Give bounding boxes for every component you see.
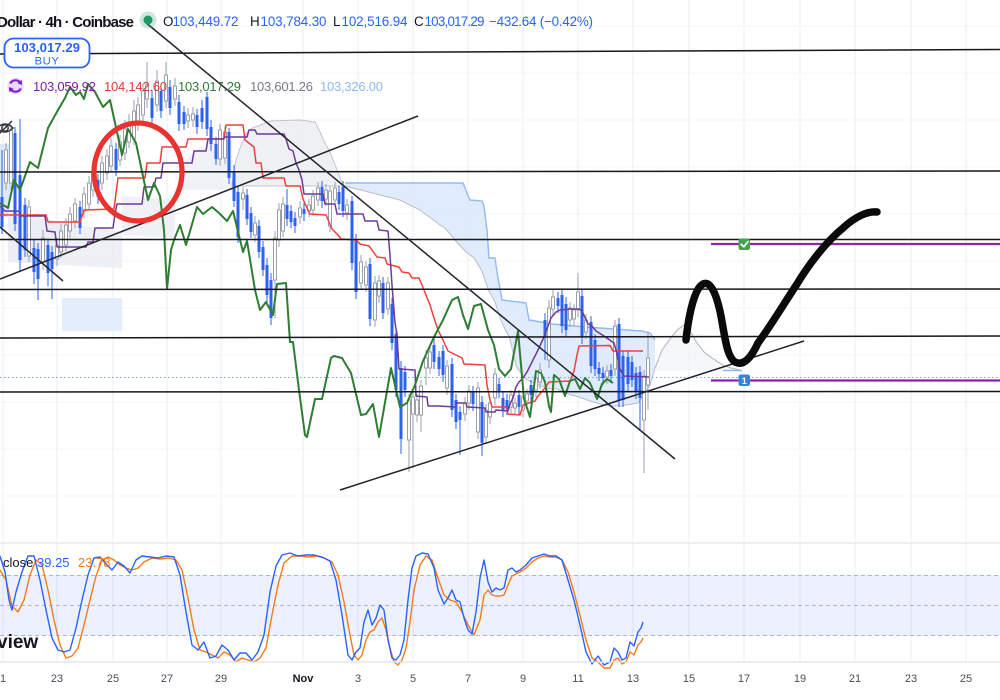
svg-text:23.78: 23.78	[78, 555, 111, 570]
svg-text:3: 3	[355, 673, 361, 685]
svg-text:1: 1	[742, 376, 747, 386]
svg-text:−432.64 (−0.42%): −432.64 (−0.42%)	[489, 14, 593, 29]
svg-text:7: 7	[465, 673, 471, 685]
svg-text:13: 13	[627, 673, 639, 685]
svg-text:103,784.30: 103,784.30	[261, 14, 327, 29]
svg-text:25: 25	[107, 673, 119, 685]
svg-text:103,017.29: 103,017.29	[178, 79, 241, 94]
svg-text:H: H	[250, 14, 260, 29]
svg-text:23: 23	[51, 673, 63, 685]
svg-text:close: close	[3, 555, 33, 570]
svg-text:23: 23	[905, 673, 917, 685]
svg-text:15: 15	[683, 673, 695, 685]
svg-text:103,601.26: 103,601.26	[250, 79, 313, 94]
svg-text:27: 27	[161, 673, 173, 685]
svg-text:1: 1	[0, 673, 6, 685]
svg-text:104,142.60: 104,142.60	[104, 79, 167, 94]
svg-text:5: 5	[410, 673, 416, 685]
svg-text:BUY: BUY	[35, 56, 60, 68]
svg-text:19: 19	[794, 673, 806, 685]
svg-text:Nov: Nov	[293, 673, 315, 685]
svg-text:102,516.94: 102,516.94	[342, 14, 409, 29]
svg-text:C: C	[414, 14, 424, 29]
svg-text:29: 29	[215, 673, 227, 685]
svg-text:25: 25	[960, 673, 972, 685]
svg-text:39.25: 39.25	[37, 555, 70, 570]
svg-text:Dollar · 4h · Coinbase: Dollar · 4h · Coinbase	[0, 14, 134, 31]
svg-text:21: 21	[849, 673, 861, 685]
svg-text:L: L	[333, 14, 340, 29]
svg-text:103,326.00: 103,326.00	[320, 79, 383, 94]
svg-text:17: 17	[738, 673, 750, 685]
svg-text:103,059.92: 103,059.92	[33, 79, 96, 94]
svg-text:view: view	[0, 632, 38, 653]
svg-text:103,449.72: 103,449.72	[173, 14, 239, 29]
svg-text:O: O	[163, 14, 173, 29]
svg-text:103,017.29: 103,017.29	[425, 14, 485, 29]
svg-text:103,017.29: 103,017.29	[14, 40, 80, 55]
svg-text:9: 9	[520, 673, 526, 685]
svg-text:11: 11	[572, 673, 583, 685]
